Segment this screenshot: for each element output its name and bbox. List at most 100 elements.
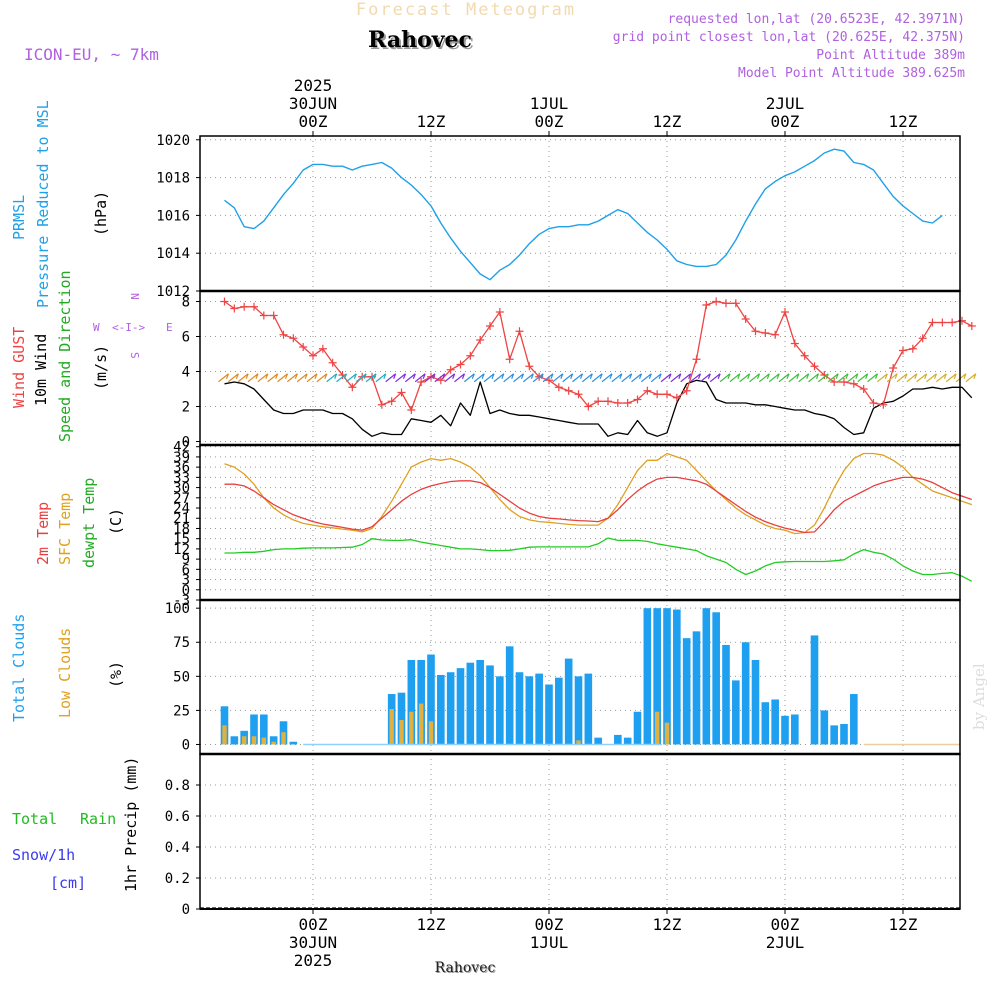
total-cloud-bar [653,608,661,745]
bottom-axis-label: 30JUN [289,933,337,952]
requested-lonlat: requested lon,lat (20.6523E, 42.3971N) [668,12,965,27]
precip-ytick-label: 0.4 [165,840,190,856]
pressure-ytick-label: 1018 [156,171,190,187]
bottom-axis-label: 2025 [294,951,333,970]
clouds-ytick-label: 0 [182,737,190,753]
wind-barb [434,373,446,383]
total-cloud-bar [417,659,425,745]
low-cloud-bar [271,741,276,745]
top-axis-label: 1JUL [530,94,569,113]
wind-barb [631,373,643,383]
total-cloud-bar [682,638,691,745]
temperature-ytick-label: 24 [173,501,190,517]
wind-gust-marker [869,399,878,407]
bottom-axis-label: 12Z [653,915,682,934]
total-cloud-bar [712,612,720,745]
wind-gust-marker [476,336,485,344]
wind-barb [572,373,584,383]
wind-panel: 0 2 4 6 8 [182,291,960,451]
watermark: by Angel [970,663,988,730]
total-cloud-bar [761,702,770,745]
wind-gust-marker [594,397,603,406]
top-axis-label: 30JUN [289,94,337,113]
total-cloud-bar [643,608,652,745]
wind-gust-marker [692,355,701,364]
wind-barb [444,373,456,383]
total-cloud-bar [692,631,701,745]
temperature-ytick-label: 3 [182,573,190,589]
wind-barb [473,373,485,383]
low-cloud-bar [428,721,434,745]
total-cloud-bar [574,676,583,745]
temperature-ytick-label: 12 [173,542,190,558]
wind-gust-marker [938,318,947,327]
clouds-ytick-label: 25 [173,703,190,719]
wind-barb [277,373,289,383]
wind-gust-marker [948,318,957,327]
total-cloud-bar [791,714,799,745]
low-cloud-bar [241,736,247,745]
wind-gust-marker [721,299,730,308]
top-axis-label: 12Z [889,112,918,131]
wind-gust-marker [495,308,504,316]
wind-gust-marker [712,297,721,306]
total-cloud-bar [505,646,514,745]
precip-ytick-label: 0.6 [165,809,190,825]
dewpt-temp-label: dewpt Temp [80,478,98,568]
total-cloud-bar [496,676,504,745]
wind-barb [601,373,613,383]
precip-ytick-label: 0.8 [165,778,190,794]
bottom-axis-label: 12Z [889,915,918,934]
wind-ytick-label: 8 [182,295,190,311]
model-altitude: Model Point Altitude 389.625m [738,66,965,81]
wind-barb [522,373,534,383]
wind-gust-marker [309,351,317,360]
wind-gust-marker [800,351,809,360]
temperature-ytick-label: 21 [173,511,190,527]
wind-gust-marker [908,344,917,353]
temperature-ytick-label: 27 [173,491,190,507]
temperature-ytick-label: 9 [182,552,190,568]
total-cloud-bar [260,714,268,745]
total-cloud-bar [486,665,494,745]
total-cloud-bar [741,642,750,745]
pressure-panel: 1012 1014 1016 1018 1020 [156,133,960,300]
station-title: Rahovec [370,29,474,55]
low-cloud-bar [399,719,404,745]
total-cloud-bar [614,734,622,745]
clouds-ytick-label: 100 [165,601,190,617]
wind-gust-marker [220,297,229,306]
total-cloud-bar [250,714,258,745]
footer-station: Rahovec [436,961,497,977]
total-cloud-bar [476,659,484,745]
wind-barb [680,373,692,383]
wind-barb [670,373,682,383]
total-label: Total [12,810,57,828]
total-cloud-bar [437,674,445,745]
wind-barb [965,373,977,383]
temperature-ytick-label: 18 [173,521,190,537]
bottom-axis-label: 00Z [299,915,328,934]
compass-w: W [93,321,100,334]
cloud-labels: Total Clouds Low Clouds (%) [10,614,125,722]
pressure-ytick-label: 1014 [156,246,190,262]
wind-barb [857,373,869,383]
total-cloud-bar [633,711,642,745]
point-altitude: Point Altitude 389m [816,48,965,63]
wind-barb [503,373,515,383]
total-cloud-bar [407,659,416,745]
wind-barb [758,373,770,383]
bottom-axis-label: 00Z [771,915,800,934]
wind-barb [336,373,348,383]
wind-gust-marker [554,383,563,392]
top-axis-label: 12Z [653,112,682,131]
low-cloud-bar [664,722,670,745]
wind-gust-marker [564,386,573,395]
wind-barb [621,373,633,383]
wind-barb [916,373,928,383]
sfc-temp-line [224,452,973,535]
wind-gust-marker [318,344,327,353]
station-title-front: Rahovec [368,27,472,53]
